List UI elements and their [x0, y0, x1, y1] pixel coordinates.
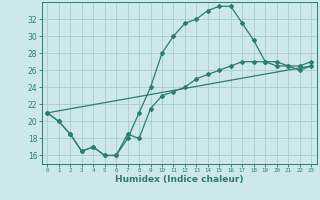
- X-axis label: Humidex (Indice chaleur): Humidex (Indice chaleur): [115, 175, 244, 184]
